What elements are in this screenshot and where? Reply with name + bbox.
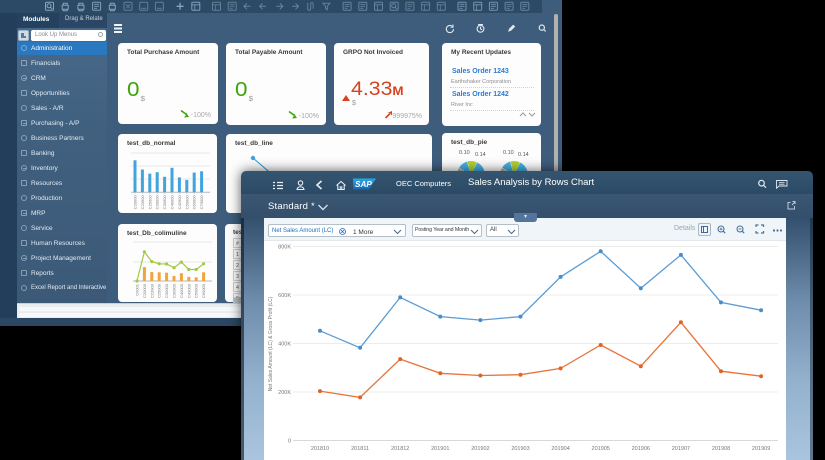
svg-text:C50000: C50000 xyxy=(184,195,189,210)
svg-text:C60000: C60000 xyxy=(192,195,197,210)
svg-text:201902: 201902 xyxy=(471,446,489,452)
svg-text:201810: 201810 xyxy=(311,446,329,452)
svg-text:201812: 201812 xyxy=(391,446,409,452)
svg-text:C50000: C50000 xyxy=(194,283,199,298)
svg-text:C43000: C43000 xyxy=(186,283,191,298)
svg-text:201907: 201907 xyxy=(672,446,690,452)
svg-text:C20000: C20000 xyxy=(133,195,138,210)
svg-text:Net Sales Amount (LC) & Gross: Net Sales Amount (LC) & Gross Profit (LC… xyxy=(268,296,274,391)
svg-text:C25000: C25000 xyxy=(147,195,152,210)
svg-text:800K: 800K xyxy=(278,245,291,251)
svg-text:201906: 201906 xyxy=(632,446,650,452)
svg-text:C70000: C70000 xyxy=(199,195,204,210)
svg-text:201901: 201901 xyxy=(431,446,449,452)
svg-text:C30900: C30900 xyxy=(162,195,167,210)
svg-text:201909: 201909 xyxy=(752,446,770,452)
svg-text:C23900: C23900 xyxy=(140,195,145,210)
svg-text:600K: 600K xyxy=(278,293,291,299)
svg-text:201903: 201903 xyxy=(511,446,529,452)
svg-text:C30900: C30900 xyxy=(172,283,177,298)
svg-text:C0001: C0001 xyxy=(135,283,140,296)
svg-text:200K: 200K xyxy=(278,390,291,396)
svg-text:201908: 201908 xyxy=(712,446,730,452)
svg-text:C20000: C20000 xyxy=(142,283,147,298)
svg-text:0: 0 xyxy=(288,439,291,445)
svg-text:C25000: C25000 xyxy=(157,283,162,298)
svg-text:201811: 201811 xyxy=(351,446,369,452)
svg-text:C23900: C23900 xyxy=(149,283,154,298)
svg-text:C60000: C60000 xyxy=(201,283,206,298)
svg-text:400K: 400K xyxy=(278,342,291,348)
svg-text:SAP: SAP xyxy=(355,180,372,189)
svg-text:C30000: C30000 xyxy=(164,283,169,298)
svg-text:201904: 201904 xyxy=(551,446,569,452)
svg-text:C30000: C30000 xyxy=(155,195,160,210)
svg-text:C40000: C40000 xyxy=(179,283,184,298)
svg-text:C40000: C40000 xyxy=(170,195,175,210)
svg-text:C42900: C42900 xyxy=(177,195,182,210)
svg-text:201905: 201905 xyxy=(592,446,610,452)
